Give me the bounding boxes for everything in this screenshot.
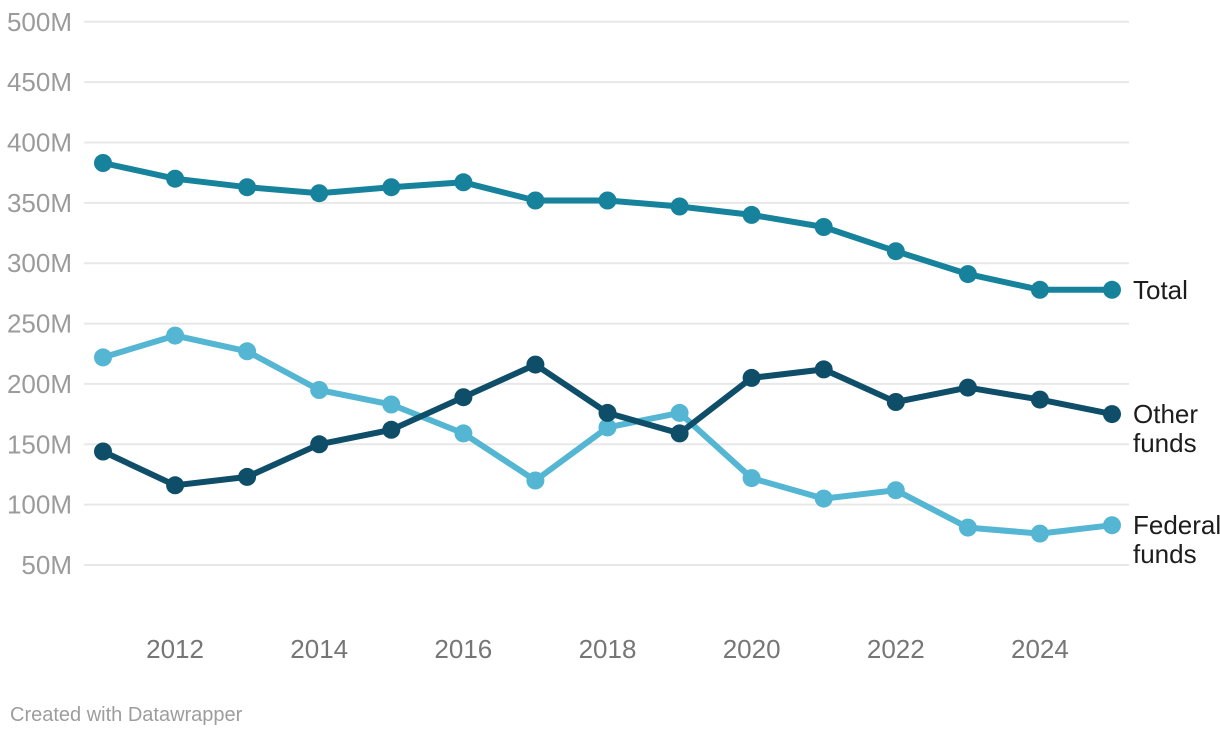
data-point-federal-funds-2018 bbox=[598, 418, 617, 437]
data-point-total-2023 bbox=[958, 265, 977, 284]
data-point-other-funds-2019 bbox=[670, 424, 689, 443]
data-point-other-funds-2022 bbox=[886, 393, 905, 411]
data-point-total-2015 bbox=[382, 178, 401, 197]
datawrapper-attribution: Created with Datawrapper bbox=[10, 704, 243, 726]
data-point-federal-funds-2015 bbox=[382, 395, 401, 414]
x-axis-tick-label: 2012 bbox=[146, 634, 204, 664]
x-axis-tick-label: 2018 bbox=[579, 634, 637, 664]
series-label-other-funds: Other bbox=[1133, 399, 1198, 429]
data-point-other-funds-2025 bbox=[1103, 405, 1121, 424]
data-point-other-funds-2016 bbox=[454, 388, 473, 407]
data-point-total-2012 bbox=[166, 169, 185, 188]
data-point-other-funds-2015 bbox=[382, 420, 401, 439]
data-point-total-2013 bbox=[238, 178, 257, 197]
data-point-other-funds-2020 bbox=[742, 368, 761, 387]
series-label-federal-funds: funds bbox=[1133, 539, 1197, 569]
data-point-total-2022 bbox=[886, 242, 905, 261]
y-axis-tick-label: 150M bbox=[7, 429, 72, 459]
series-label-other-funds: funds bbox=[1133, 428, 1197, 458]
data-point-other-funds-2014 bbox=[310, 435, 329, 454]
data-point-total-2020 bbox=[742, 205, 761, 224]
data-point-total-2011 bbox=[94, 154, 112, 172]
y-axis-tick-label: 250M bbox=[7, 309, 72, 339]
data-point-total-2021 bbox=[814, 218, 833, 236]
x-axis-tick-label: 2024 bbox=[1011, 634, 1069, 664]
y-axis-tick-label: 300M bbox=[7, 248, 72, 278]
series-label-federal-funds: Federal bbox=[1133, 510, 1220, 540]
data-point-federal-funds-2020 bbox=[742, 469, 761, 488]
data-point-total-2017 bbox=[526, 191, 545, 210]
y-axis-tick-label: 400M bbox=[7, 128, 72, 158]
y-axis-tick-label: 50M bbox=[21, 550, 72, 580]
data-point-total-2025 bbox=[1103, 280, 1121, 299]
data-point-other-funds-2018 bbox=[598, 403, 617, 422]
x-axis-tick-label: 2020 bbox=[723, 634, 781, 664]
data-point-other-funds-2017 bbox=[526, 355, 545, 374]
data-point-total-2018 bbox=[598, 191, 617, 210]
data-point-other-funds-2024 bbox=[1030, 390, 1049, 409]
data-point-federal-funds-2019 bbox=[670, 403, 689, 422]
data-point-federal-funds-2024 bbox=[1030, 524, 1049, 543]
y-axis-tick-label: 350M bbox=[7, 188, 72, 218]
data-point-federal-funds-2017 bbox=[526, 471, 545, 490]
data-point-other-funds-2011 bbox=[94, 442, 112, 461]
data-point-other-funds-2013 bbox=[238, 467, 257, 486]
y-axis-tick-label: 200M bbox=[7, 369, 72, 399]
data-point-federal-funds-2013 bbox=[238, 342, 257, 361]
data-point-federal-funds-2023 bbox=[958, 518, 977, 537]
y-axis-tick-label: 450M bbox=[7, 67, 72, 97]
x-axis-tick-label: 2014 bbox=[290, 634, 348, 664]
x-axis-tick-label: 2022 bbox=[867, 634, 925, 664]
data-point-total-2019 bbox=[670, 197, 689, 216]
y-axis-tick-label: 500M bbox=[7, 7, 72, 37]
data-point-total-2014 bbox=[310, 184, 329, 203]
data-point-federal-funds-2021 bbox=[814, 489, 833, 508]
data-point-federal-funds-2014 bbox=[310, 381, 329, 399]
data-point-federal-funds-2011 bbox=[94, 348, 112, 367]
data-point-other-funds-2023 bbox=[958, 378, 977, 397]
data-point-other-funds-2012 bbox=[166, 476, 185, 495]
data-point-federal-funds-2016 bbox=[454, 424, 473, 443]
data-point-federal-funds-2022 bbox=[886, 481, 905, 500]
data-point-total-2016 bbox=[454, 173, 473, 192]
y-axis-tick-label: 100M bbox=[7, 490, 72, 520]
data-point-other-funds-2021 bbox=[814, 360, 833, 379]
data-point-total-2024 bbox=[1030, 280, 1049, 299]
data-point-federal-funds-2012 bbox=[166, 326, 185, 345]
x-axis-tick-label: 2016 bbox=[434, 634, 492, 664]
series-label-total: Total bbox=[1133, 275, 1188, 305]
data-point-federal-funds-2025 bbox=[1103, 516, 1121, 535]
